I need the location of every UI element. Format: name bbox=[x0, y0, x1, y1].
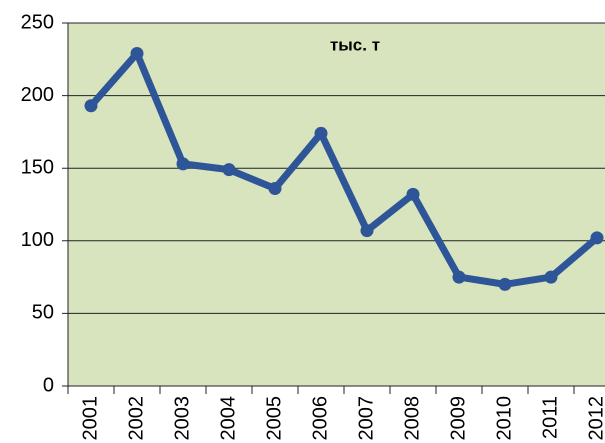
marker bbox=[268, 182, 282, 196]
marker bbox=[84, 99, 98, 113]
x-tick-label: 2011 bbox=[539, 396, 561, 439]
marker bbox=[498, 277, 512, 291]
x-tick-label: 2003 bbox=[171, 396, 193, 441]
y-tick-label: 0 bbox=[43, 374, 54, 396]
marker bbox=[452, 270, 466, 284]
x-tick-label: 2006 bbox=[309, 396, 331, 441]
marker bbox=[406, 187, 420, 201]
y-tick-label: 100 bbox=[21, 229, 54, 251]
y-tick-label: 50 bbox=[32, 302, 54, 324]
x-tick-label: 2005 bbox=[263, 396, 285, 441]
x-tick-label: 2002 bbox=[125, 396, 147, 441]
y-tick-label: 200 bbox=[21, 84, 54, 106]
x-tick-label: 2001 bbox=[79, 396, 101, 441]
x-tick-label: 2008 bbox=[401, 396, 423, 441]
x-tick-label: 2004 bbox=[217, 396, 239, 441]
y-tick-label: 250 bbox=[21, 11, 54, 33]
x-tick-label: 2010 bbox=[493, 396, 515, 441]
marker bbox=[130, 46, 144, 60]
y-tick-label: 150 bbox=[21, 156, 54, 178]
x-tick-label: 2007 bbox=[355, 396, 377, 441]
x-tick-label: 2012 bbox=[585, 396, 605, 441]
marker bbox=[176, 157, 190, 171]
x-tick-label: 2009 bbox=[447, 396, 469, 441]
line bbox=[88, 49, 600, 288]
plot-area bbox=[68, 23, 605, 386]
chart-title: тыс. т bbox=[330, 35, 380, 54]
marker bbox=[360, 224, 374, 238]
marker bbox=[590, 231, 604, 245]
marker bbox=[544, 270, 558, 284]
marker bbox=[222, 163, 236, 177]
marker bbox=[314, 126, 328, 140]
